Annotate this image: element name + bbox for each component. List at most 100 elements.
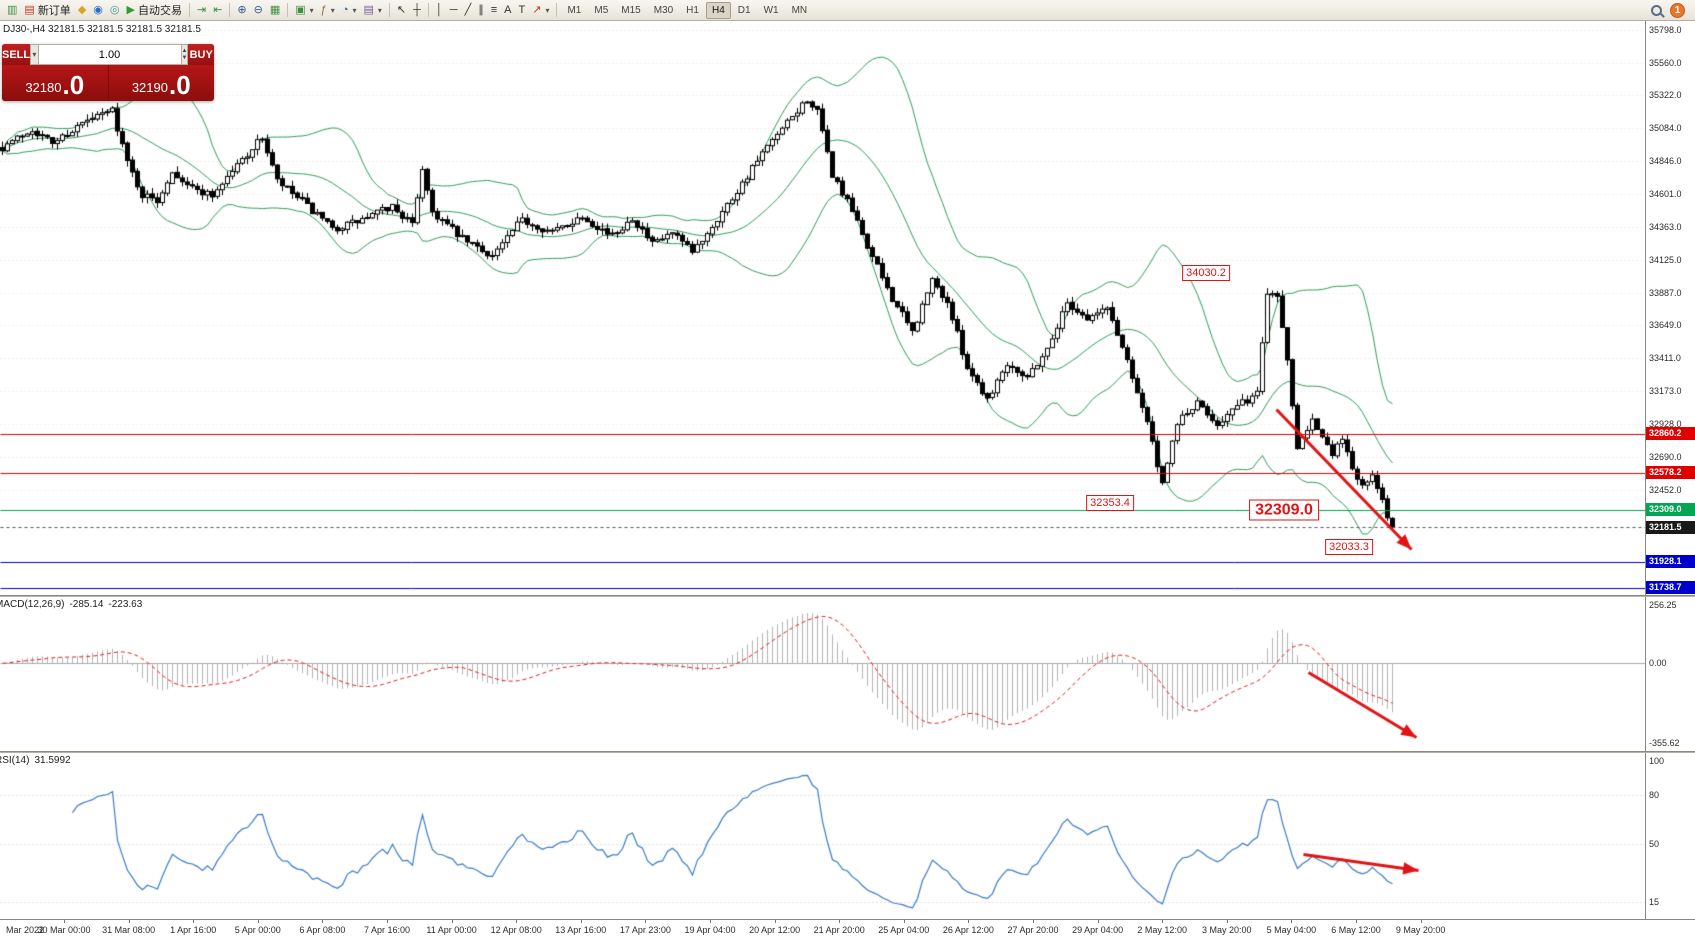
dropdown-caret-icon[interactable]: ▾ [352,5,357,15]
crosshair-button[interactable]: ┼ [410,1,424,19]
label-button[interactable]: T [515,1,528,19]
label-icon: T [518,4,526,16]
panel-separator-macd[interactable] [0,595,1695,597]
toolbar-separator [388,3,390,17]
tile-windows-icon: ▦ [269,4,281,16]
time-tick: 2 May 12:00 [1137,925,1187,935]
vps-icon: ◎ [109,4,120,16]
templates-button[interactable]: ▤ ▾ [360,1,384,19]
rsi-axis[interactable]: 100 80 50 15 [1645,753,1695,919]
time-tick: 13 Apr 16:00 [555,925,607,935]
price-chart-canvas[interactable] [0,21,1645,595]
indicators-button[interactable]: ƒ ▾ [318,1,338,19]
zoom-out-button[interactable]: ⊖ [251,1,266,19]
volume-stepper[interactable]: ▲ ▼ [181,44,189,65]
volume-input[interactable] [38,44,182,65]
price-tick: 33649.0 [1649,320,1682,331]
price-tick: 35798.0 [1649,24,1682,35]
macd-axis-tick: 256.25 [1649,600,1677,610]
signals-button[interactable]: ◉ [90,1,106,19]
price-chart-panel: 35798.0 35560.0 35322.0 35084.0 34846.0 34601… [0,21,1695,595]
panel-separator-rsi[interactable] [0,751,1695,753]
toolbar-separator [229,3,231,17]
time-axis[interactable]: Mar 2022 30 Mar 00:00 31 Mar 08:00 1 Apr 16… [0,919,1695,939]
rsi-axis-tick: 100 [1649,756,1665,767]
price-tick: 35084.0 [1649,123,1682,134]
templates-icon: ▤ [363,4,374,16]
price-tick: 34363.0 [1649,222,1682,233]
time-tick-mark [580,920,582,923]
timeframe-m30-button[interactable]: M30 [653,4,674,16]
timeframe-h1-button[interactable]: H1 [686,4,699,16]
dropdown-caret-icon[interactable]: ▾ [377,5,382,15]
zoom-out-icon: ⊖ [253,4,263,16]
time-tick: 21 Apr 20:00 [813,925,865,935]
fibonacci-button[interactable]: ≡ [488,1,500,19]
time-tick: 6 May 12:00 [1331,925,1381,935]
one-click-controls: SELL ▾ ▲▼ BUY [2,44,214,65]
buy-price-button[interactable]: 32190.0 [107,65,214,101]
market-button[interactable]: ◆ [75,1,89,19]
notification-badge[interactable]: 1 [1670,2,1685,18]
tile-windows-button[interactable]: ▦ [267,1,283,19]
price-tag-31738.7: 31738.7 [1646,581,1695,595]
time-tick-mark [839,920,841,923]
new-order-quick-button[interactable]: ▣ ▾ [292,1,316,19]
autotrading-button[interactable]: ▶ 自动交易 [124,1,185,19]
volume-up-icon[interactable]: ▲ [181,47,188,54]
cursor-button[interactable]: ↖ [394,1,409,19]
autoscroll-button[interactable]: ⇥ [194,1,209,19]
timeframe-d1-button[interactable]: D1 [737,4,751,16]
time-tick: 25 Apr 04:00 [878,925,930,935]
new-order-button[interactable]: ▤ 新订单 [21,1,73,19]
one-click-trading-panel: SELL ▾ ▲▼ BUY 32180.0 32190.0 [2,44,214,101]
buy-button[interactable]: BUY [188,44,214,65]
macd-signal-value: -223.63 [108,599,143,610]
autoscroll-icon: ⇥ [196,4,207,16]
trendline-button[interactable]: ╱ [462,1,475,19]
rsi-canvas[interactable] [0,753,1645,919]
arrows-button[interactable]: ↗ ▾ [529,1,552,19]
search-icon[interactable] [1651,4,1662,16]
vps-button[interactable]: ◎ [107,1,123,19]
timeframe-w1-button[interactable]: W1 [763,4,779,16]
time-tick: 27 Apr 20:00 [1007,925,1059,935]
horizontal-line-button[interactable]: ─ [447,1,461,19]
rsi-axis-tick: 15 [1649,897,1660,908]
zoom-in-icon: ⊕ [237,4,247,16]
time-tick-mark [645,920,647,923]
time-tick-mark [968,920,970,923]
volume-down-icon[interactable]: ▼ [181,54,188,61]
timeframe-h4-button[interactable]: H4 [705,1,731,19]
text-button[interactable]: A [501,1,514,19]
dropdown-caret-icon[interactable]: ▾ [330,5,335,15]
dropdown-caret-icon[interactable]: ▾ [545,5,550,15]
sell-price-pips: .0 [62,70,85,100]
timeframe-m5-button[interactable]: M5 [594,4,609,16]
toolbar: ▥ ▤ 新订单 ◆ ◉ ◎ ▶ 自动交易 ⇥ ⇤ ⊕ ⊖ ▦ ▣ ▾ ƒ ▾ ◔ ▾ ▤ ▾ ↖ ┼ │ ─ ╱ ∥ ≡ A T ↗ ▾ M1… [0,0,1695,21]
time-tick-mark [64,920,65,923]
channel-button[interactable]: ∥ [475,1,487,19]
macd-label: MACD(12,26,9) -285.14 -223.63 [0,599,143,610]
zoom-in-button[interactable]: ⊕ [234,1,249,19]
time-tick: 7 Apr 16:00 [363,925,411,935]
signals-icon: ◉ [93,4,103,16]
new-chart-button[interactable]: ▥ [4,1,20,19]
time-tick-mark [193,920,195,923]
macd-axis[interactable]: 256.25 0.00 -355.62 [1645,597,1695,751]
sell-button[interactable]: SELL [2,44,31,65]
price-axis[interactable]: 35798.0 35560.0 35322.0 35084.0 34846.0 34601… [1645,21,1695,595]
vertical-line-button[interactable]: │ [433,1,446,19]
dropdown-caret-icon[interactable]: ▾ [309,5,314,15]
chart-shift-button[interactable]: ⇤ [210,1,225,19]
timeframe-m15-button[interactable]: M15 [621,4,641,16]
toolbar-buttons: ▥ ▤ 新订单 ◆ ◉ ◎ ▶ 自动交易 ⇥ ⇤ ⊕ ⊖ ▦ ▣ ▾ ƒ ▾ ◔ ▾ ▤ ▾ ↖ ┼ │ ─ ╱ ∥ ≡ A T ↗ ▾ [4,1,560,19]
market-icon: ◆ [77,4,87,16]
macd-canvas[interactable] [0,597,1645,751]
timeframe-m1-button[interactable]: M1 [567,4,582,16]
timeframe-mn-button[interactable]: MN [791,4,808,16]
sell-price-button[interactable]: 32180.0 [2,65,108,101]
trendline-icon: ╱ [464,4,472,16]
volume-dropdown-button[interactable]: ▾ [30,44,39,65]
periods-button[interactable]: ◔ ▾ [339,1,360,19]
